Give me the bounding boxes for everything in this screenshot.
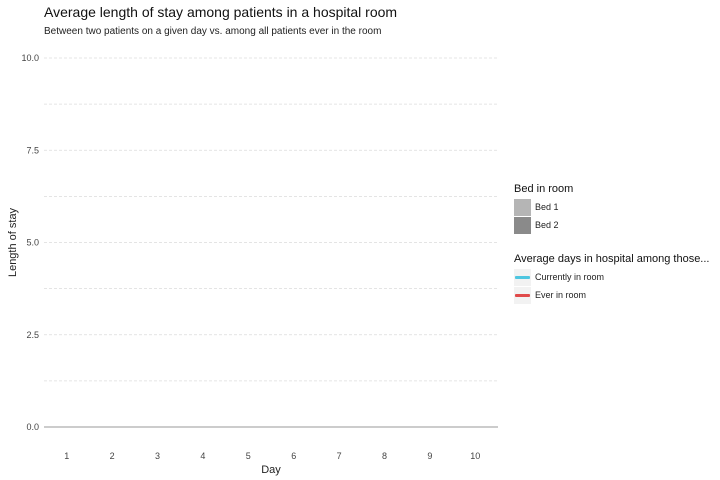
bed-2-swatch <box>514 216 531 234</box>
x-tick-label: 1 <box>64 451 69 461</box>
grid-lines <box>44 57 498 382</box>
legend-label-currently-in-room: Currently in room <box>535 272 605 282</box>
legend-label-bed-1: Bed 1 <box>535 202 559 212</box>
legend-average-days: Average days in hospital among those... … <box>514 253 709 304</box>
y-tick-label: 10.0 <box>21 53 39 63</box>
y-axis-ticks: 0.0 2.5 5.0 7.5 10.0 <box>21 53 39 432</box>
legend-bed-title: Bed in room <box>514 183 574 195</box>
y-tick-label: 2.5 <box>26 330 39 340</box>
x-tick-label: 2 <box>110 451 115 461</box>
x-tick-label: 9 <box>427 451 432 461</box>
x-tick-label: 5 <box>246 451 251 461</box>
bed-1-swatch <box>514 198 531 216</box>
legend-item-currently-in-room: Currently in room <box>514 268 709 286</box>
x-axis-label: Day <box>261 464 281 476</box>
y-axis-label: Length of stay <box>7 207 19 277</box>
legend-item-bed-2: Bed 2 <box>514 216 573 234</box>
y-tick-label: 5.0 <box>26 238 39 248</box>
y-tick-label: 0.0 <box>26 422 39 432</box>
x-axis-ticks: 1 2 3 4 5 6 7 8 9 10 <box>64 451 480 461</box>
y-tick-label: 7.5 <box>26 145 39 155</box>
legend-label-ever-in-room: Ever in room <box>535 290 587 300</box>
x-tick-label: 10 <box>470 451 480 461</box>
legend-item-bed-1: Bed 1 <box>514 198 573 216</box>
legend-label-bed-2: Bed 2 <box>535 220 559 230</box>
legend-average-days-title: Average days in hospital among those... <box>514 253 710 265</box>
legend-item-ever-in-room: Ever in room <box>514 286 709 304</box>
x-tick-label: 4 <box>200 451 205 461</box>
x-tick-label: 8 <box>382 451 387 461</box>
currently-in-room-line-key <box>514 268 531 286</box>
x-tick-label: 3 <box>155 451 160 461</box>
legend-bed: Bed in room Bed 1 Bed 2 <box>514 183 573 234</box>
chart-subtitle: Between two patients on a given day vs. … <box>44 26 382 37</box>
chart-title: Average length of stay among patients in… <box>44 4 398 20</box>
x-tick-label: 6 <box>291 451 296 461</box>
x-tick-label: 7 <box>337 451 342 461</box>
ever-in-room-line-key <box>514 286 531 304</box>
